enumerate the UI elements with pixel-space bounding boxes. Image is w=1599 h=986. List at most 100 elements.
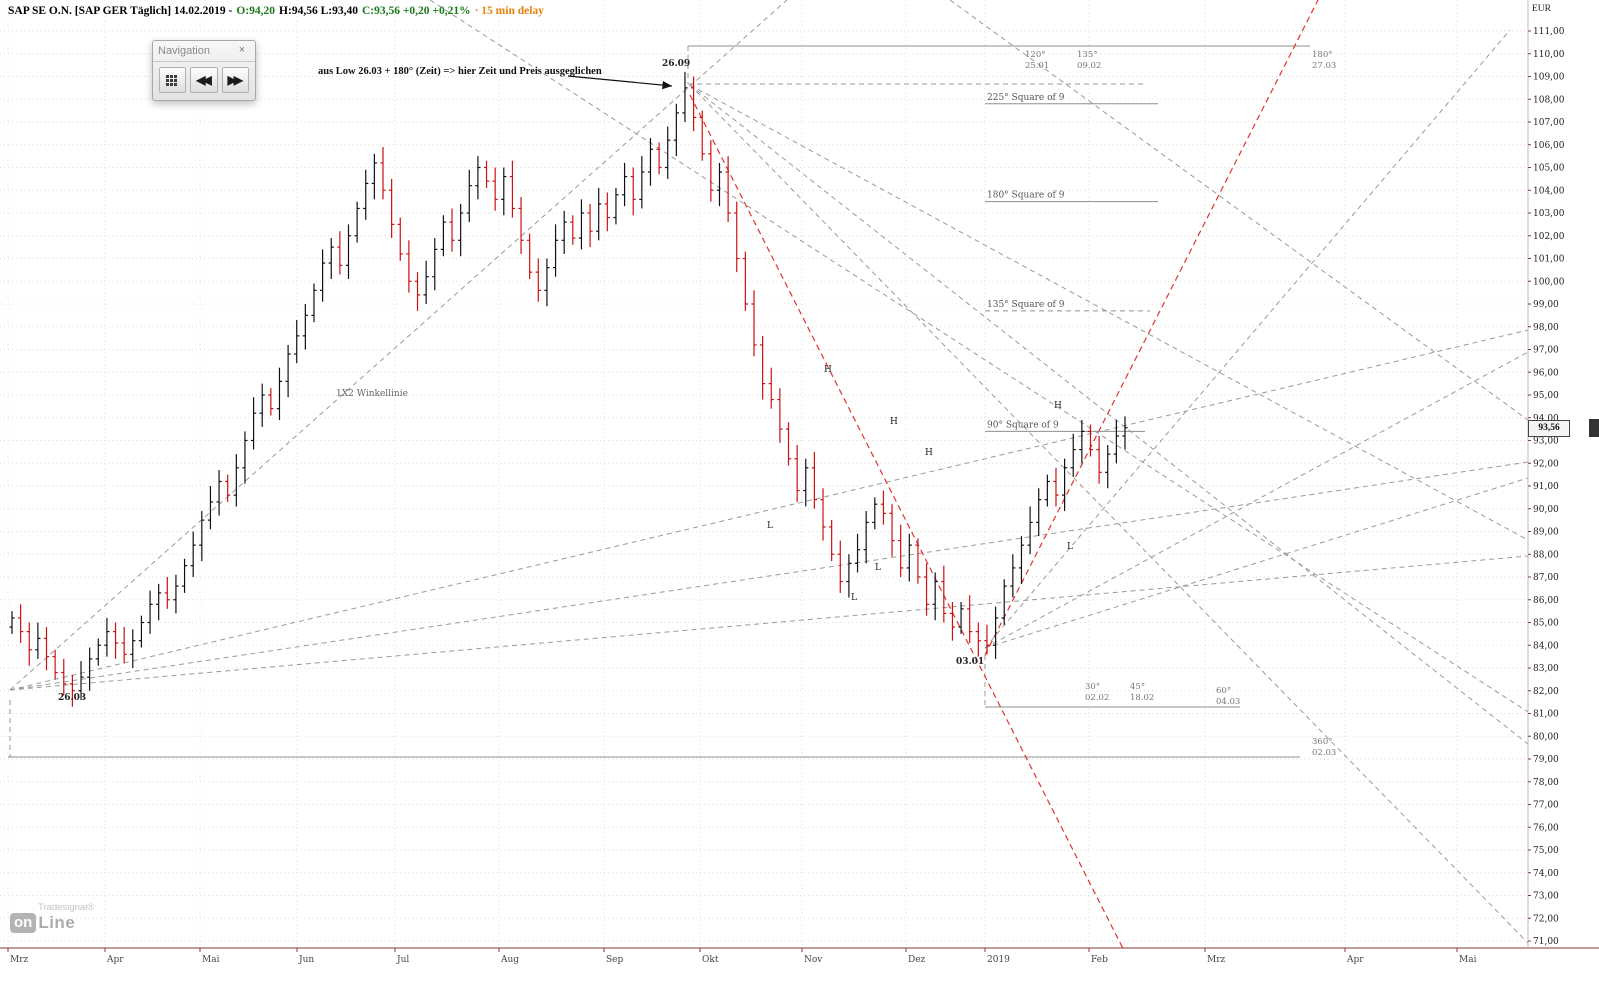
svg-text:18.02: 18.02 bbox=[1130, 693, 1154, 703]
svg-text:103,00: 103,00 bbox=[1533, 209, 1565, 219]
svg-text:87,00: 87,00 bbox=[1533, 573, 1559, 583]
svg-text:100,00: 100,00 bbox=[1533, 277, 1565, 287]
tradesignal-logo: Tradesignal® on Line bbox=[10, 902, 94, 933]
svg-text:85,00: 85,00 bbox=[1533, 619, 1559, 629]
high-low-value: H:94,56 L:93,40 bbox=[279, 5, 358, 17]
svg-text:81,00: 81,00 bbox=[1533, 710, 1559, 720]
svg-text:H: H bbox=[824, 365, 832, 375]
open-value: O:94,20 bbox=[236, 5, 276, 17]
svg-text:98,00: 98,00 bbox=[1533, 323, 1559, 333]
svg-text:04.03: 04.03 bbox=[1216, 697, 1240, 707]
svg-text:135°: 135° bbox=[1077, 50, 1097, 60]
svg-text:93,00: 93,00 bbox=[1533, 437, 1559, 447]
svg-text:Mrz: Mrz bbox=[10, 955, 29, 965]
watermark-on-badge: on bbox=[10, 913, 37, 933]
svg-text:Okt: Okt bbox=[702, 955, 719, 965]
svg-text:107,00: 107,00 bbox=[1533, 118, 1565, 128]
svg-text:101,00: 101,00 bbox=[1533, 255, 1565, 265]
svg-text:26.03: 26.03 bbox=[58, 693, 86, 703]
svg-text:71,00: 71,00 bbox=[1533, 937, 1559, 947]
svg-text:76,00: 76,00 bbox=[1533, 823, 1559, 833]
grid-icon bbox=[165, 74, 177, 86]
svg-text:H: H bbox=[890, 417, 898, 427]
svg-text:83,00: 83,00 bbox=[1533, 664, 1559, 674]
svg-text:110,00: 110,00 bbox=[1533, 50, 1565, 60]
fast-forward-icon: ▶▶ bbox=[227, 73, 244, 87]
svg-text:73,00: 73,00 bbox=[1533, 892, 1559, 902]
svg-text:L: L bbox=[851, 593, 857, 603]
navigation-titlebar[interactable]: Navigation × bbox=[153, 41, 255, 62]
svg-text:Jun: Jun bbox=[298, 955, 314, 965]
svg-text:Dez: Dez bbox=[908, 955, 926, 965]
svg-text:27.03: 27.03 bbox=[1312, 61, 1336, 71]
navigation-panel: Navigation × ◀◀ ▶▶ bbox=[152, 40, 256, 101]
svg-text:Mrz: Mrz bbox=[1207, 955, 1226, 965]
svg-text:77,00: 77,00 bbox=[1533, 801, 1559, 811]
svg-text:180°: 180° bbox=[1312, 50, 1332, 60]
svg-text:120°: 120° bbox=[1025, 50, 1045, 60]
svg-text:104,00: 104,00 bbox=[1533, 186, 1565, 196]
close-icon[interactable]: × bbox=[238, 44, 246, 56]
svg-text:90° Square of 9: 90° Square of 9 bbox=[987, 420, 1059, 430]
watermark-line-text: Line bbox=[38, 913, 76, 932]
svg-text:89,00: 89,00 bbox=[1533, 528, 1559, 538]
svg-text:Aug: Aug bbox=[500, 955, 519, 965]
svg-text:02.03: 02.03 bbox=[1312, 748, 1336, 758]
svg-text:L: L bbox=[1067, 542, 1073, 552]
svg-text:2019: 2019 bbox=[987, 955, 1010, 965]
svg-text:Sep: Sep bbox=[606, 955, 623, 965]
svg-text:Jul: Jul bbox=[396, 955, 409, 965]
svg-text:225° Square of 9: 225° Square of 9 bbox=[987, 93, 1065, 103]
grid-view-button[interactable] bbox=[159, 67, 187, 93]
svg-text:108,00: 108,00 bbox=[1533, 95, 1565, 105]
svg-text:99,00: 99,00 bbox=[1533, 300, 1559, 310]
navigation-buttons: ◀◀ ▶▶ bbox=[153, 62, 255, 100]
currency-label: EUR bbox=[1532, 4, 1551, 14]
svg-text:79,00: 79,00 bbox=[1533, 755, 1559, 765]
step-forward-button[interactable]: ▶▶ bbox=[221, 67, 249, 93]
svg-text:78,00: 78,00 bbox=[1533, 778, 1559, 788]
svg-text:75,00: 75,00 bbox=[1533, 846, 1559, 856]
svg-text:88,00: 88,00 bbox=[1533, 550, 1559, 560]
svg-text:80,00: 80,00 bbox=[1533, 732, 1559, 742]
svg-text:102,00: 102,00 bbox=[1533, 232, 1565, 242]
svg-text:60°: 60° bbox=[1216, 686, 1231, 696]
delay-badge: · 15 min delay bbox=[474, 5, 544, 17]
svg-text:91,00: 91,00 bbox=[1533, 482, 1559, 492]
svg-text:135° Square of 9: 135° Square of 9 bbox=[987, 300, 1065, 310]
svg-text:90,00: 90,00 bbox=[1533, 505, 1559, 515]
svg-text:94,00: 94,00 bbox=[1533, 414, 1559, 424]
svg-text:97,00: 97,00 bbox=[1533, 346, 1559, 356]
svg-text:02.02: 02.02 bbox=[1085, 693, 1109, 703]
svg-text:Nov: Nov bbox=[804, 955, 823, 965]
step-back-button[interactable]: ◀◀ bbox=[190, 67, 218, 93]
navigation-title-label: Navigation bbox=[158, 45, 210, 57]
price-scale-handle[interactable] bbox=[1589, 419, 1599, 437]
svg-text:86,00: 86,00 bbox=[1533, 596, 1559, 606]
svg-text:45°: 45° bbox=[1130, 682, 1145, 692]
svg-text:72,00: 72,00 bbox=[1533, 914, 1559, 924]
svg-text:105,00: 105,00 bbox=[1533, 164, 1565, 174]
gann-annotation-text[interactable]: aus Low 26.03 + 180° (Zeit) => hier Zeit… bbox=[318, 66, 602, 77]
svg-text:96,00: 96,00 bbox=[1533, 368, 1559, 378]
svg-text:109,00: 109,00 bbox=[1533, 73, 1565, 83]
svg-text:84,00: 84,00 bbox=[1533, 641, 1559, 651]
svg-text:82,00: 82,00 bbox=[1533, 687, 1559, 697]
svg-text:30°: 30° bbox=[1085, 682, 1100, 692]
svg-text:111,00: 111,00 bbox=[1533, 27, 1565, 37]
svg-text:1X2 Winkellinie: 1X2 Winkellinie bbox=[336, 389, 408, 399]
svg-text:360°: 360° bbox=[1312, 737, 1332, 747]
svg-text:180° Square of 9: 180° Square of 9 bbox=[987, 191, 1065, 201]
svg-text:Apr: Apr bbox=[106, 955, 124, 965]
rewind-icon: ◀◀ bbox=[196, 73, 212, 87]
svg-text:Mai: Mai bbox=[202, 955, 220, 965]
svg-text:L: L bbox=[767, 521, 773, 531]
svg-text:03.01: 03.01 bbox=[956, 657, 984, 667]
watermark-brand: Tradesignal® bbox=[38, 902, 95, 913]
svg-text:26.09: 26.09 bbox=[662, 59, 690, 69]
svg-text:74,00: 74,00 bbox=[1533, 869, 1559, 879]
svg-text:H: H bbox=[925, 448, 933, 458]
svg-text:25.01: 25.01 bbox=[1025, 61, 1049, 71]
